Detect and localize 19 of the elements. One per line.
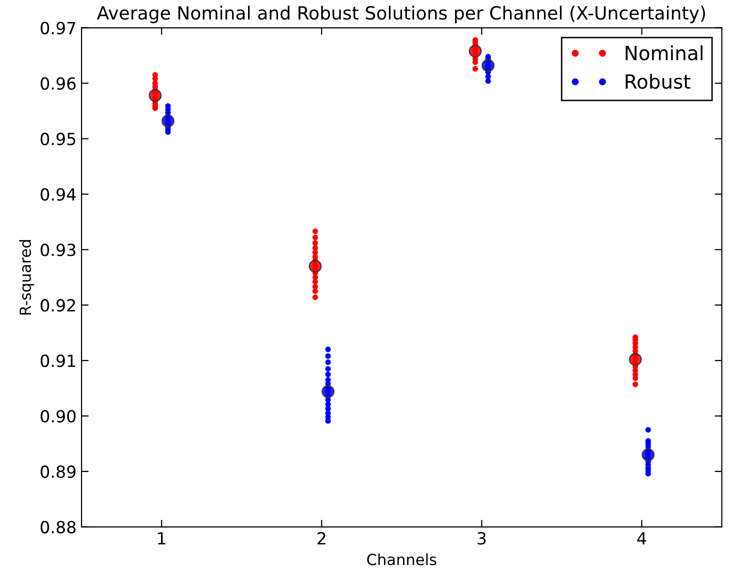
x-tick-label: 2: [318, 532, 326, 544]
y-tick-label: 0.89: [40, 465, 76, 478]
y-tick-label: 0.90: [40, 410, 76, 423]
x-tick-label: 1: [158, 532, 166, 544]
y-axis-title: R-squared: [19, 240, 34, 314]
legend-label: Robust: [626, 74, 690, 89]
x-tick-label: 3: [478, 532, 486, 545]
legend-label: Nominal: [626, 45, 702, 60]
x-axis-title: Channels: [367, 553, 436, 566]
y-tick-label: 0.97: [40, 22, 76, 34]
y-tick-label: 0.96: [40, 77, 76, 90]
chart-title: Average Nominal and Robust Solutions per Channel (X-Uncertainty): [96, 6, 705, 24]
y-tick-label: 0.95: [40, 132, 76, 146]
x-tick-label: 4: [637, 532, 646, 544]
y-tick-label: 0.88: [40, 520, 76, 534]
y-tick-label: 0.91: [40, 354, 76, 368]
y-tick-label: 0.92: [40, 299, 76, 312]
y-tick-label: 0.93: [40, 244, 76, 256]
y-tick-label: 0.94: [40, 188, 76, 201]
